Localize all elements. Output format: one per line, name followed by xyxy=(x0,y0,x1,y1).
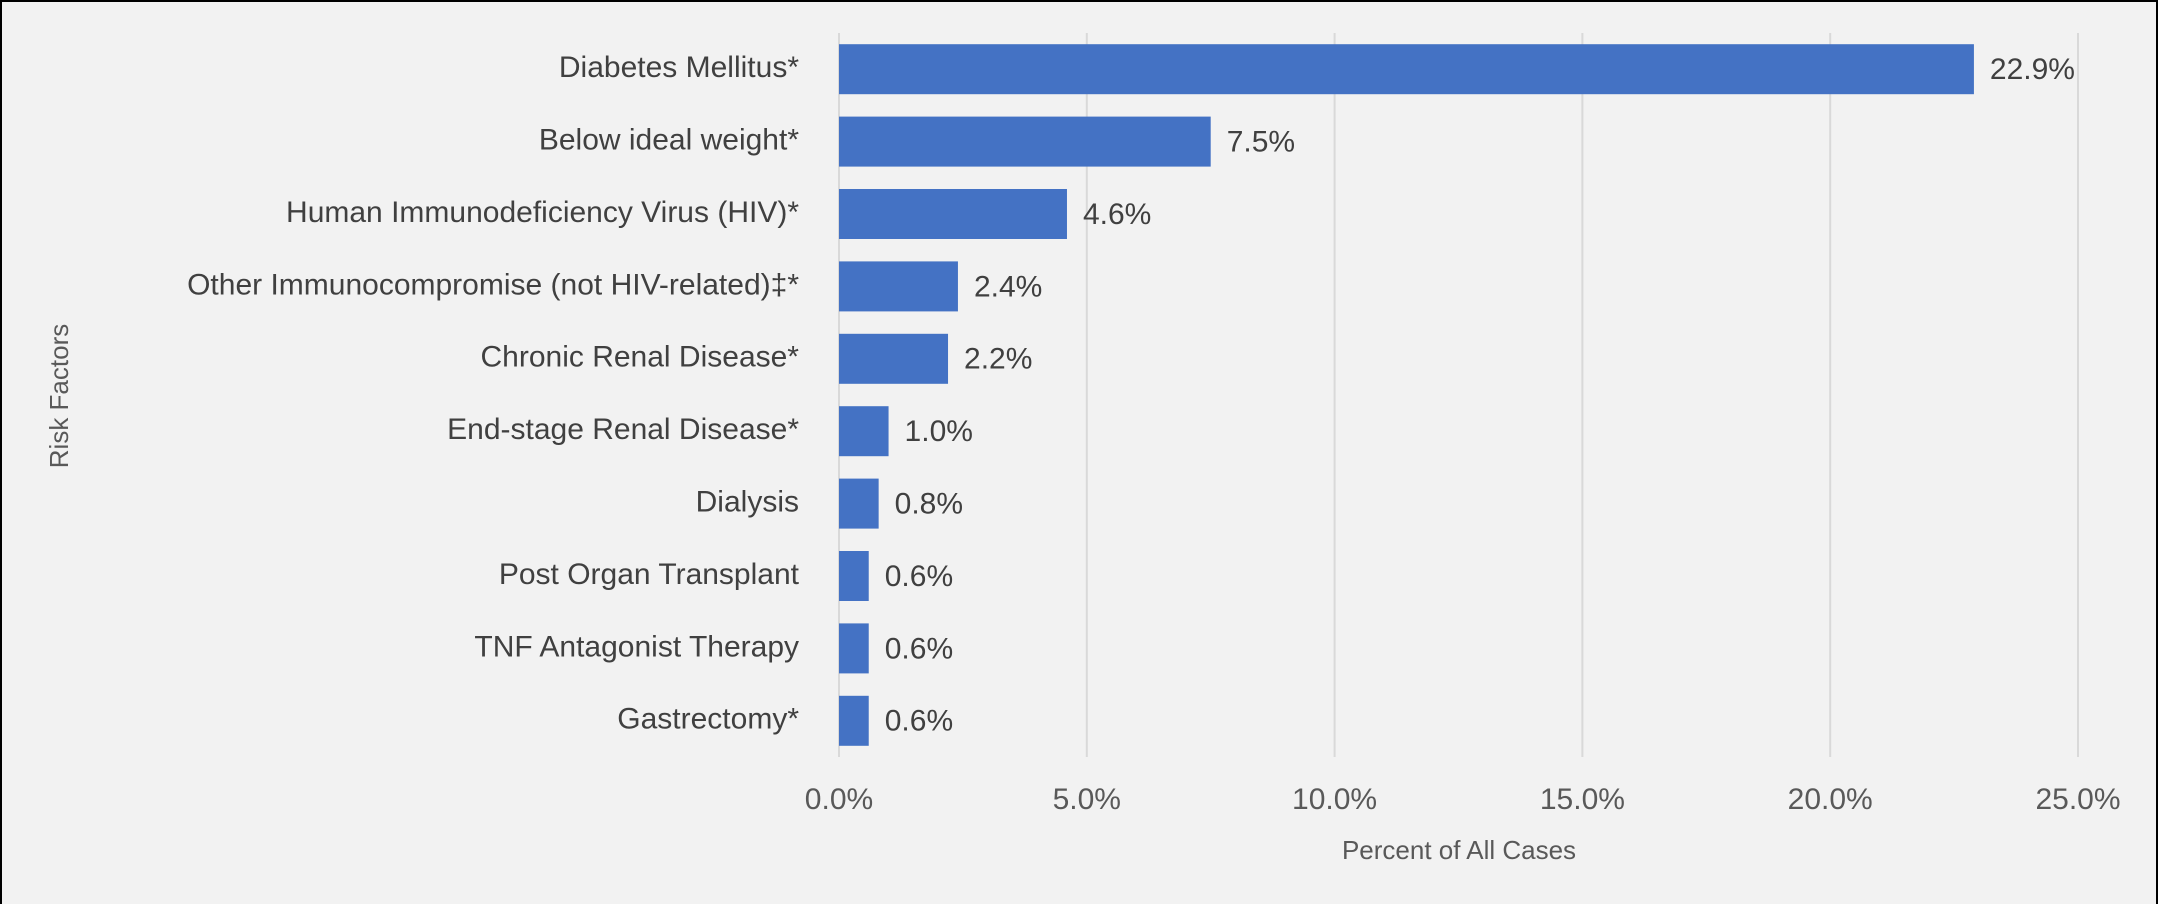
y-tick-label: Chronic Renal Disease* xyxy=(481,341,800,374)
bar xyxy=(839,116,1211,167)
data-label: 0.6% xyxy=(885,560,953,593)
y-tick-label: Human Immunodeficiency Virus (HIV)* xyxy=(286,196,799,229)
y-tick-label: Gastrectomy* xyxy=(617,703,799,736)
x-tick-label: 25.0% xyxy=(2035,783,2120,816)
x-tick-label: 20.0% xyxy=(1788,783,1873,816)
bar xyxy=(839,406,889,457)
data-label: 0.6% xyxy=(885,632,953,665)
bar xyxy=(839,189,1067,239)
data-label: 2.4% xyxy=(974,270,1042,303)
y-tick-label: TNF Antagonist Therapy xyxy=(474,630,799,663)
y-tick-label: Below ideal weight* xyxy=(539,124,799,157)
data-label: 7.5% xyxy=(1227,126,1295,159)
data-label: 4.6% xyxy=(1083,198,1151,231)
data-label: 2.2% xyxy=(964,343,1032,376)
y-tick-label: End-stage Renal Disease* xyxy=(447,413,799,446)
data-label: 22.9% xyxy=(1990,53,2075,86)
x-tick-label: 0.0% xyxy=(805,783,873,816)
y-tick-label: Other Immunocompromise (not HIV-related)… xyxy=(187,268,799,301)
y-tick-label: Post Organ Transplant xyxy=(499,558,800,591)
y-axis-title: Risk Factors xyxy=(44,324,74,468)
bar xyxy=(839,44,1974,95)
data-label: 0.8% xyxy=(895,488,963,521)
x-tick-label: 15.0% xyxy=(1540,783,1625,816)
data-label: 0.6% xyxy=(885,705,953,738)
bar xyxy=(839,261,958,312)
bar xyxy=(839,551,869,601)
y-tick-label: Diabetes Mellitus* xyxy=(559,51,799,84)
x-tick-label: 5.0% xyxy=(1053,783,1121,816)
data-label: 1.0% xyxy=(905,415,973,448)
bar xyxy=(839,478,879,529)
bar xyxy=(839,623,869,674)
bar xyxy=(839,333,949,384)
x-tick-label: 10.0% xyxy=(1292,783,1377,816)
bar xyxy=(839,695,869,746)
y-tick-label: Dialysis xyxy=(696,486,799,519)
x-axis-title: Percent of All Cases xyxy=(1342,835,1576,865)
